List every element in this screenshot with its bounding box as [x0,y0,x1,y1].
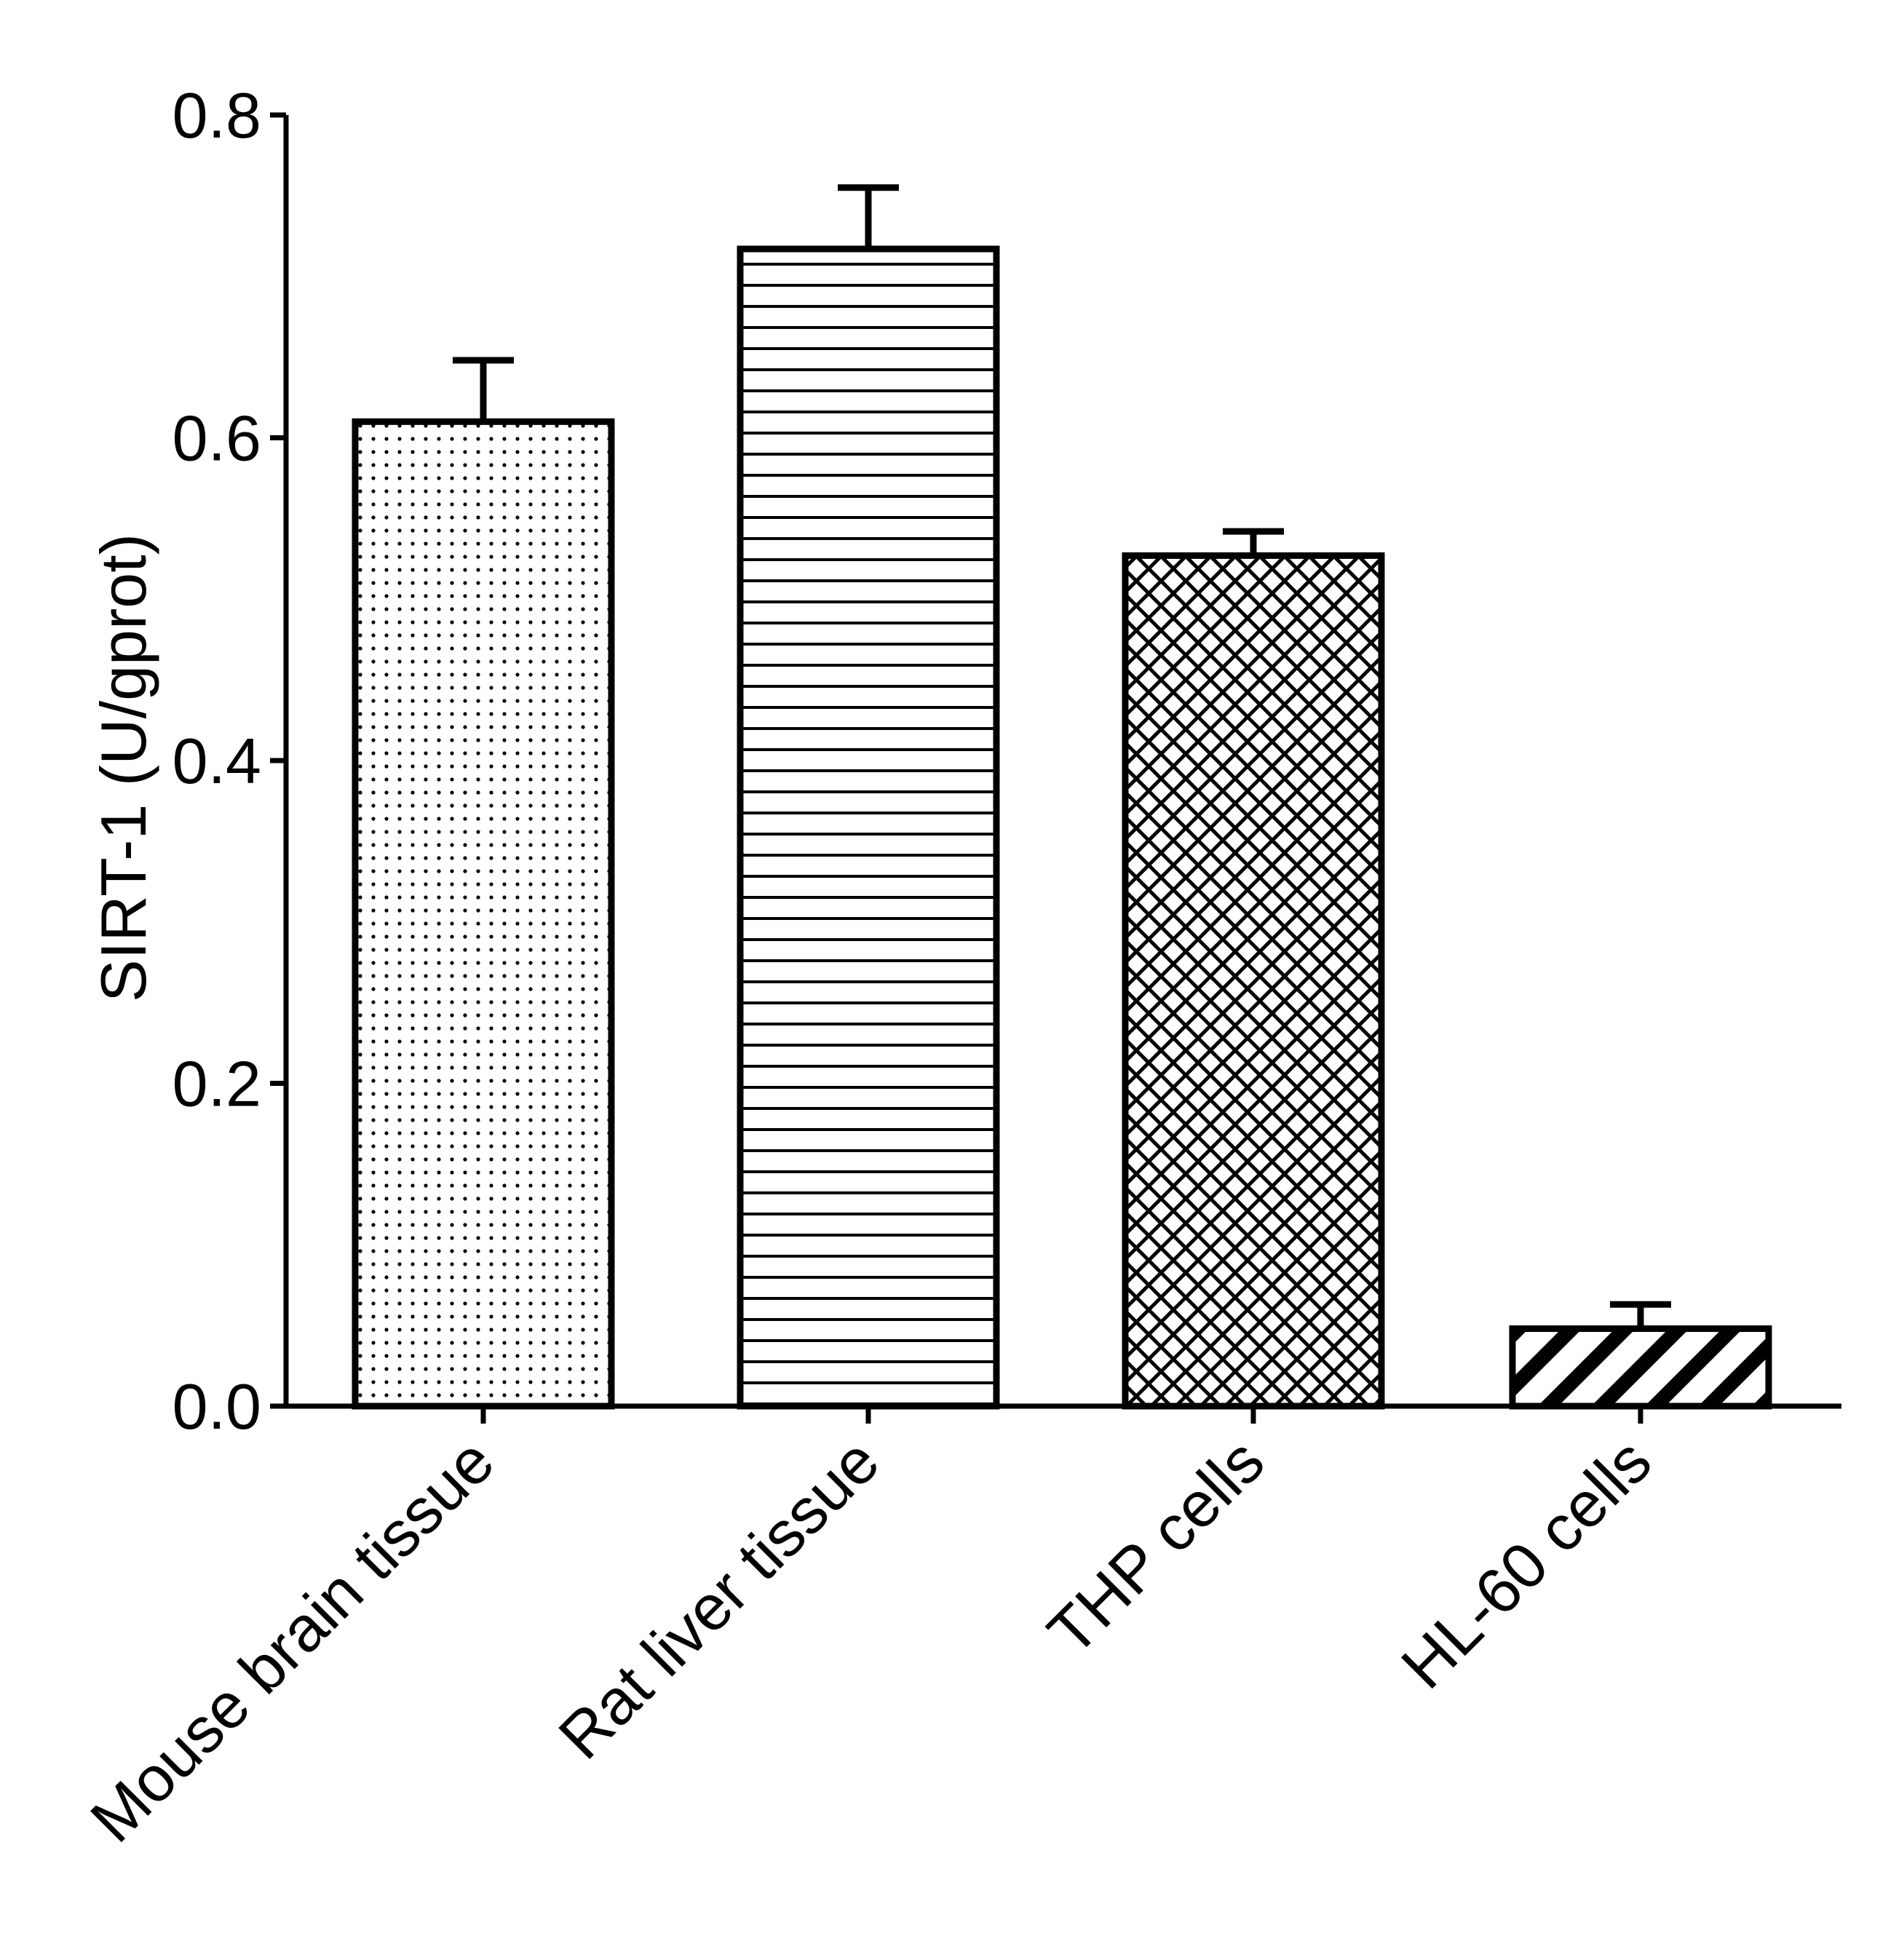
x-ticks-group: Mouse brain tissue Rat liver tissue THP ce… [76,1406,1665,1856]
error-bars-group [453,184,1671,1329]
error-bar-1 [453,357,514,422]
y-tick-label: 0.0 [172,1370,261,1443]
bar-2 [737,245,1000,1410]
y-tick-label: 0.6 [172,402,261,475]
x-category-label: Mouse brain tissue [76,1424,507,1855]
bar-3 [1122,552,1385,1410]
bars-group [352,245,1772,1410]
y-tick-label: 0.4 [172,725,261,797]
bar-4 [1509,1325,1772,1410]
error-bar-3 [1223,528,1284,556]
y-axis-title: SIRT-1 (U/gprot) [87,533,159,1002]
error-bar-4 [1610,1301,1671,1329]
x-category-label: HL-60 cells [1387,1424,1665,1702]
error-bar-2 [838,184,899,250]
bar-1 [352,418,615,1410]
x-category-label: Rat liver tissue [544,1424,892,1772]
x-category-label: THP cells [1034,1424,1277,1668]
y-ticks-group: 0.0 0.2 0.4 0.6 0.8 [172,79,286,1443]
y-tick-label: 0.2 [172,1048,261,1120]
y-tick-label: 0.8 [172,79,261,151]
